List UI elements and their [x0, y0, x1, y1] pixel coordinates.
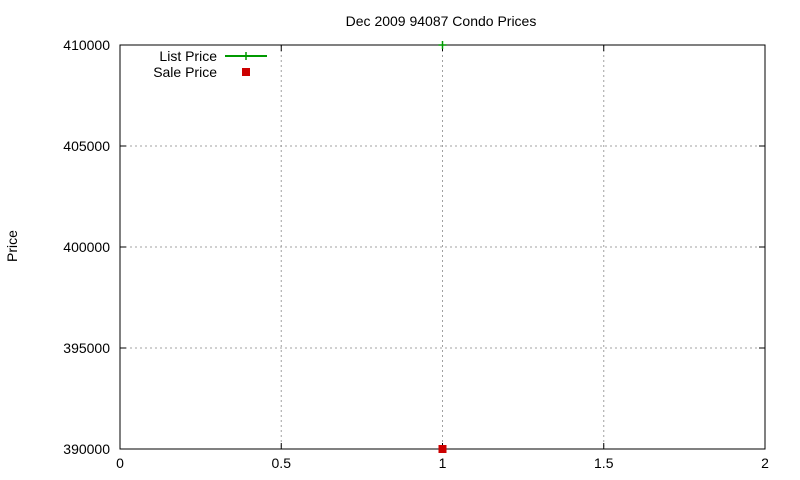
legend-label: List Price [159, 48, 217, 64]
legend-entry-sale-price: Sale Price [153, 64, 250, 80]
legend-entry-list-price: List Price [159, 48, 267, 64]
y-tick-label: 395000 [63, 340, 110, 356]
legend-marker [242, 52, 250, 60]
list-price-point [438, 41, 447, 49]
y-tick-label: 400000 [63, 239, 110, 255]
y-tick-label: 405000 [63, 138, 110, 154]
axis-ticks [119, 44, 766, 450]
x-tick-label: 0 [116, 455, 124, 471]
data-points [438, 41, 447, 453]
legend-marker [242, 68, 250, 76]
x-tick-label: 1.5 [594, 455, 614, 471]
y-tick-label: 410000 [63, 37, 110, 53]
chart-title: Dec 2009 94087 Condo Prices [346, 13, 537, 29]
grid-lines [120, 45, 765, 449]
legend-label: Sale Price [153, 64, 217, 80]
x-tick-label: 2 [761, 455, 769, 471]
y-tick-label: 390000 [63, 441, 110, 457]
sale-price-point [438, 445, 447, 453]
x-tick-label: 0.5 [272, 455, 292, 471]
y-axis-label: Price [4, 230, 20, 262]
x-tick-label: 1 [439, 455, 447, 471]
tick-labels: 0 0.5 1 1.5 2 390000 395000 400000 405000 410000 [63, 37, 769, 471]
